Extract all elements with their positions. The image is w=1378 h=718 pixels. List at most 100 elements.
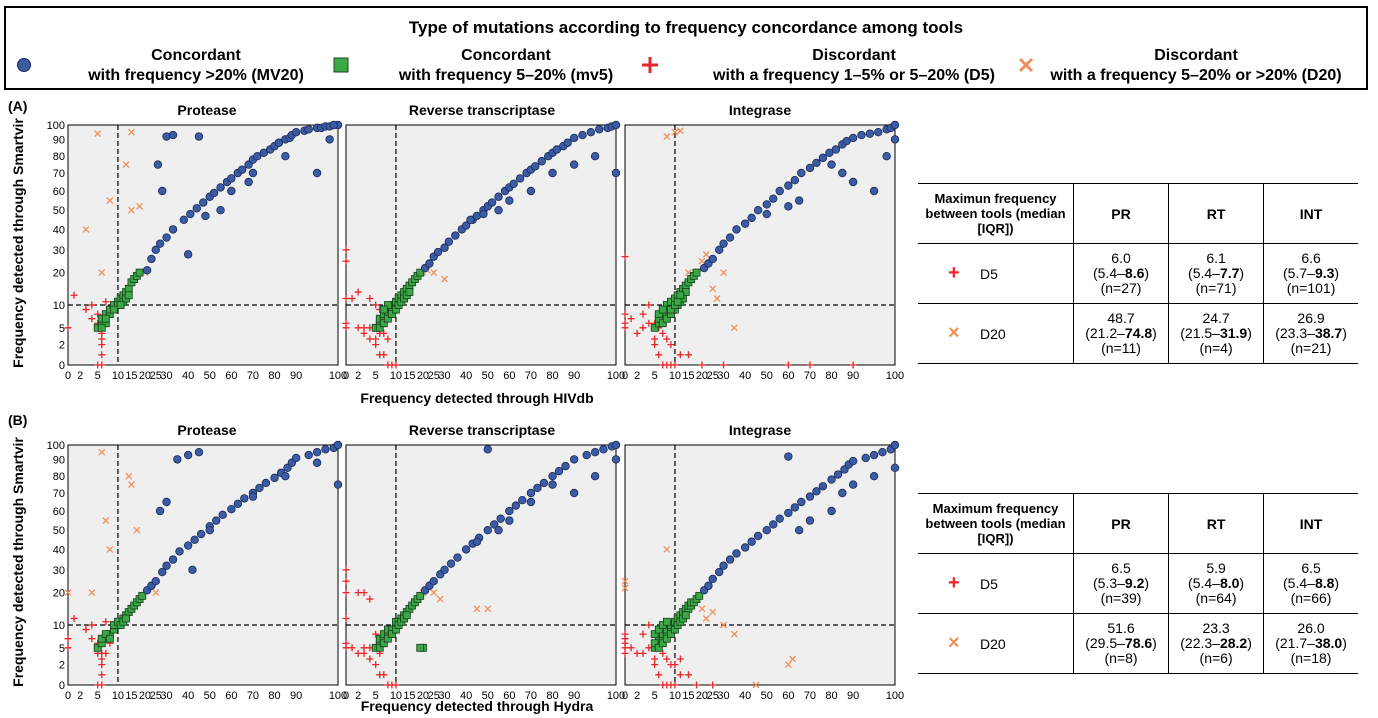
mv20-point: [842, 136, 851, 146]
y-tick-label: 10: [53, 300, 65, 312]
mv20-point: [205, 522, 214, 531]
d5-point: [354, 288, 362, 296]
mv20-point: [797, 168, 806, 178]
mv5-point: [135, 268, 144, 277]
y-tick-label: 70: [53, 168, 65, 180]
mv5-point: [662, 625, 671, 634]
mv5-point: [105, 305, 114, 314]
x-tick-label: 0: [622, 370, 628, 382]
d5-point: [663, 361, 671, 369]
mv5-point: [673, 614, 682, 623]
y-tick-label: 10: [53, 620, 65, 632]
mv20-point: [890, 135, 900, 144]
mv20-point: [790, 503, 800, 512]
mv20-point: [784, 202, 793, 211]
mv20-point: [312, 168, 322, 178]
d20-point: [136, 202, 144, 210]
y-tick-label: 100: [47, 440, 65, 452]
d5-point: [98, 661, 106, 669]
mv20-point: [194, 132, 204, 141]
mv20-point: [192, 204, 201, 213]
cell-iqr: (5.4–7.7): [1188, 265, 1245, 281]
mv5-point: [101, 634, 110, 643]
panel-b-protease-title: Protease: [177, 422, 237, 438]
mv20-point: [446, 559, 456, 568]
mv20-point: [747, 537, 756, 546]
cell-median: 51.6: [1107, 620, 1135, 636]
mv5-point: [397, 617, 406, 626]
d5-point: [655, 324, 663, 332]
mv20-point: [762, 209, 771, 219]
mv5-point: [97, 323, 106, 332]
mv20-point: [818, 153, 828, 163]
d20-point: [698, 257, 706, 265]
mv20-point: [544, 151, 553, 161]
d5-point: [784, 361, 792, 369]
mv5-point: [397, 294, 406, 303]
mv20-point: [425, 581, 434, 590]
mv5-point: [692, 595, 701, 603]
d5-point: [684, 671, 692, 679]
mv5-point: [413, 595, 422, 603]
mv20-point: [878, 448, 887, 457]
x-tick-label: 20: [139, 370, 151, 382]
mv20-point: [487, 198, 497, 207]
mv5-point: [130, 275, 139, 283]
d5-point: [698, 361, 706, 369]
mv20-point: [216, 205, 225, 215]
d20-point: [98, 269, 106, 277]
cell-n: (n=66): [1290, 590, 1332, 606]
x-tick-label: 90: [568, 370, 580, 382]
x-tick-label: 0: [65, 370, 71, 382]
legend-item-d20: Discordant with a frequency 5–20% or >20…: [1026, 46, 1366, 86]
mv20-point: [173, 455, 182, 464]
mv20-point: [451, 231, 460, 240]
mv5-point: [671, 301, 679, 309]
x-tick-label: 30: [438, 370, 450, 382]
mv5-point: [394, 294, 403, 303]
mv20-point: [175, 547, 184, 556]
table-a-header-int: INT: [1263, 183, 1358, 244]
mv20-point: [838, 168, 847, 178]
mv20-point: [304, 125, 313, 134]
mv5-point: [654, 639, 663, 648]
d20-point: [663, 133, 671, 140]
mv20-point: [831, 145, 841, 154]
d5-point: [388, 681, 396, 689]
mv5-point: [387, 310, 396, 319]
mv20-point: [708, 254, 717, 264]
panel-a-tag: (A): [8, 98, 28, 114]
mv5-point: [695, 591, 704, 600]
mv20-point: [599, 445, 608, 454]
row-label-text: D5: [980, 266, 998, 282]
d5-point: [70, 291, 78, 299]
mv5-point: [397, 297, 406, 306]
mv20-point: [784, 181, 793, 190]
mv20-point: [196, 529, 206, 539]
mv20-point: [784, 452, 793, 461]
mv5-point: [687, 601, 696, 610]
cross-icon: ×: [948, 632, 960, 654]
mv20-point: [287, 130, 297, 140]
plus-icon: +: [948, 262, 960, 284]
mv20-point: [227, 186, 236, 196]
table-cell: 6.5 (5.3–9.2) (n=39): [1072, 553, 1169, 614]
table-cell: 6.1 (5.4–7.7) (n=71): [1168, 243, 1264, 304]
mv20-point: [281, 151, 290, 161]
mv20-point: [483, 526, 492, 535]
x-tick-label: 80: [268, 370, 280, 382]
cell-n: (n=18): [1290, 650, 1332, 666]
mv20-point: [611, 455, 621, 464]
mv20-point: [179, 215, 189, 224]
mv20-point: [500, 186, 510, 196]
d5-point: [342, 615, 350, 623]
mv20-point: [595, 125, 604, 134]
d5-point: [651, 655, 659, 663]
mv5-point: [679, 608, 687, 616]
d5-point: [651, 639, 659, 647]
d20-point: [713, 295, 721, 302]
mv5-point: [687, 598, 696, 607]
table-a-header-label: Maximun frequency between tools (median …: [918, 183, 1074, 244]
mv5-point: [394, 301, 403, 309]
d5-point: [645, 301, 653, 309]
